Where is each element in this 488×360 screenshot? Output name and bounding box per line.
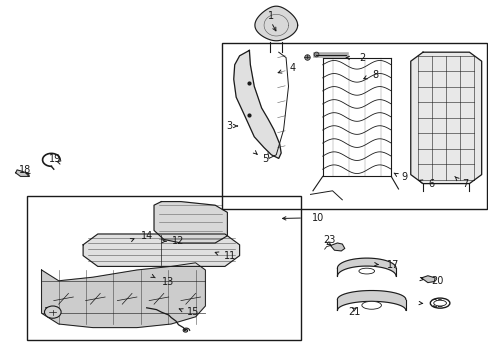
Ellipse shape [433, 300, 446, 306]
Text: 5: 5 [262, 154, 268, 164]
Text: 1: 1 [267, 11, 274, 21]
Polygon shape [154, 202, 227, 243]
Text: 8: 8 [372, 69, 378, 80]
Text: 14: 14 [141, 231, 153, 241]
Polygon shape [421, 276, 434, 283]
Text: 15: 15 [186, 307, 199, 317]
Polygon shape [337, 258, 395, 276]
Text: 19: 19 [49, 154, 61, 164]
Text: 13: 13 [162, 276, 174, 287]
Polygon shape [410, 52, 481, 184]
Polygon shape [254, 6, 297, 41]
Ellipse shape [358, 268, 374, 274]
Text: 17: 17 [386, 260, 399, 270]
Text: 23: 23 [323, 235, 335, 245]
Polygon shape [41, 263, 205, 328]
Text: 4: 4 [289, 63, 296, 73]
Text: 3: 3 [225, 121, 232, 131]
Ellipse shape [429, 298, 449, 308]
Text: 12: 12 [172, 236, 184, 246]
Text: 20: 20 [430, 276, 443, 286]
Polygon shape [337, 291, 405, 310]
Text: 10: 10 [311, 213, 324, 223]
Text: 6: 6 [427, 179, 434, 189]
Text: 2: 2 [359, 53, 365, 63]
Text: 22: 22 [430, 299, 443, 309]
Text: 18: 18 [19, 165, 31, 175]
Polygon shape [83, 234, 239, 266]
Bar [27, 196, 300, 340]
Polygon shape [16, 170, 29, 176]
Polygon shape [233, 50, 281, 158]
Bar [222, 43, 486, 209]
Text: 21: 21 [347, 307, 360, 317]
Polygon shape [330, 243, 344, 251]
Circle shape [44, 306, 61, 318]
Text: 16: 16 [44, 307, 56, 317]
Ellipse shape [361, 301, 381, 309]
Text: 11: 11 [224, 251, 236, 261]
Text: 7: 7 [461, 179, 468, 189]
Text: 9: 9 [400, 172, 407, 182]
